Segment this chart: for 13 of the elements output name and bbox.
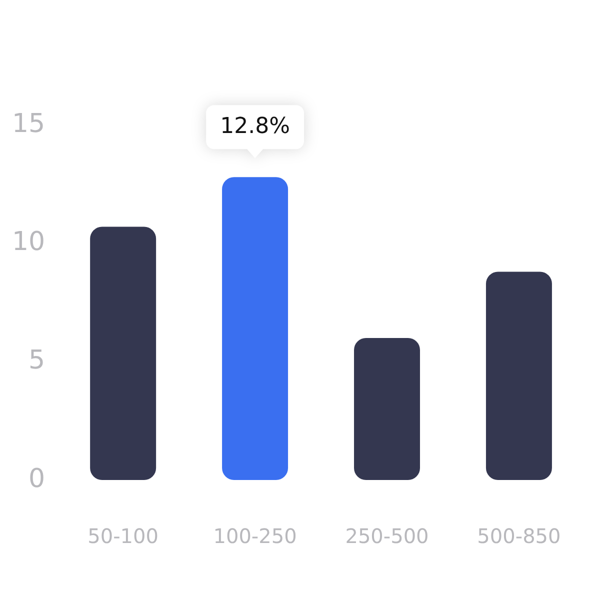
x-tick-label: 100-250 (213, 524, 297, 548)
bar (486, 272, 552, 480)
y-tick-label: 5 (28, 345, 46, 376)
x-tick-label: 250-500 (345, 524, 429, 548)
x-tick-label: 500-850 (477, 524, 561, 548)
y-tick-label: 10 (12, 227, 46, 258)
y-tick-label: 15 (12, 108, 46, 139)
annotation: 12.8% (220, 114, 290, 139)
bar (222, 177, 288, 480)
bar (354, 338, 420, 480)
bar (90, 226, 156, 480)
y-tick-label: 0 (28, 464, 46, 494)
x-tick-label: 50-100 (88, 524, 158, 548)
